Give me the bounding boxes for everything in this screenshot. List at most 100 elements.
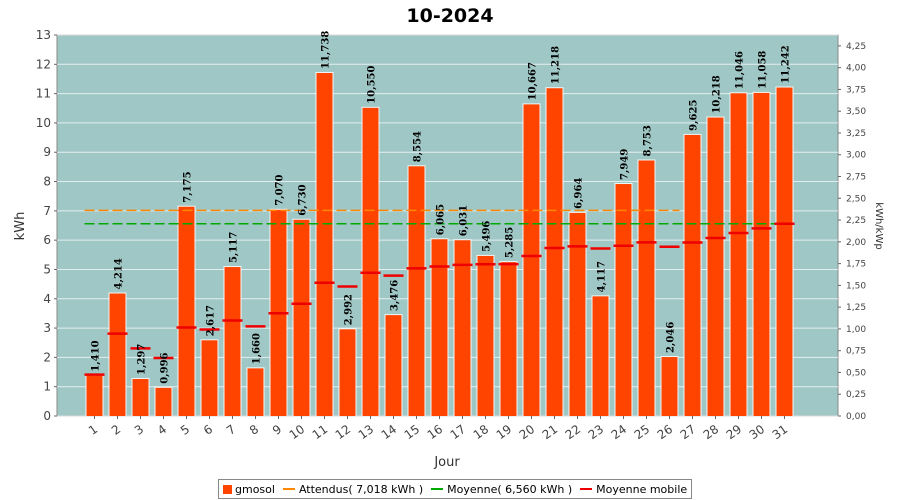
bar bbox=[339, 329, 356, 416]
bar bbox=[408, 166, 425, 416]
y2-tick-label: 1,25 bbox=[846, 303, 866, 313]
x-tick-label: 22 bbox=[563, 422, 584, 442]
bar bbox=[316, 72, 333, 417]
data-label: 2,046 bbox=[666, 322, 677, 353]
bar bbox=[615, 184, 632, 416]
data-label: 8,554 bbox=[413, 131, 424, 162]
y2-tick-label: 0,50 bbox=[846, 368, 866, 378]
y2-axis-ticks: 0,00 0,25 0,50 0,75 1,00 1,25 1,50 1,75 2,00 2,25… bbox=[838, 42, 866, 422]
data-label: 10,218 bbox=[712, 75, 723, 113]
x-tick-label: 3 bbox=[132, 422, 146, 438]
data-label: 6,065 bbox=[436, 204, 447, 235]
data-label: 7,070 bbox=[275, 174, 286, 205]
y2-tick-label: 4,00 bbox=[846, 64, 866, 74]
bar bbox=[224, 267, 241, 416]
data-label: 10,667 bbox=[528, 62, 539, 100]
data-label: 6,031 bbox=[459, 205, 470, 236]
bar bbox=[132, 378, 149, 416]
bar bbox=[523, 104, 540, 416]
bar bbox=[109, 293, 126, 416]
bar bbox=[569, 212, 586, 416]
bar bbox=[546, 88, 563, 416]
legend-item-gmosol: gmosol bbox=[223, 483, 275, 496]
x-tick-label: 14 bbox=[379, 422, 400, 442]
y2-tick-label: 3,25 bbox=[846, 129, 866, 139]
bar bbox=[86, 375, 103, 416]
y-tick-label: 7 bbox=[43, 204, 51, 218]
x-tick-label: 18 bbox=[471, 422, 492, 442]
bar bbox=[592, 296, 609, 416]
legend: gmosol Attendus( 7,018 kWh ) Moyenne( 6,… bbox=[218, 479, 693, 499]
x-tick-label: 23 bbox=[586, 422, 607, 442]
x-tick-label: 17 bbox=[448, 422, 469, 442]
x-tick-label: 24 bbox=[609, 422, 630, 442]
y-tick-label: 13 bbox=[36, 28, 51, 42]
data-label: 6,964 bbox=[574, 178, 585, 209]
bar bbox=[684, 134, 701, 417]
y2-tick-label: 3,75 bbox=[846, 85, 866, 95]
legend-label-moyenne-mobile: Moyenne mobile bbox=[596, 482, 688, 496]
data-label: 6,730 bbox=[298, 184, 309, 215]
legend-item-attendus: Attendus( 7,018 kWh ) bbox=[282, 483, 423, 496]
bar bbox=[661, 357, 678, 416]
data-label: 4,214 bbox=[114, 258, 125, 289]
data-labels: 1,410 4,214 1,297 0,996 7,175 2,617 5,117 1,660… bbox=[91, 31, 792, 384]
bar bbox=[293, 219, 310, 416]
y-tick-label: 4 bbox=[43, 292, 51, 306]
legend-swatch-moyenne-mobile bbox=[580, 488, 593, 490]
data-label: 7,949 bbox=[620, 149, 631, 180]
x-tick-label: 9 bbox=[270, 422, 284, 438]
data-label: 1,660 bbox=[252, 333, 263, 364]
y2-tick-label: 1,00 bbox=[846, 325, 866, 335]
y-tick-label: 12 bbox=[36, 57, 51, 71]
bar bbox=[201, 340, 218, 416]
bar bbox=[638, 160, 655, 416]
x-axis-ticks: 1 2 3 4 5 6 7 8 9 10 11 12 13 14 15 16 17 18 19 20 21 22 23 24 2… bbox=[86, 416, 790, 442]
data-label: 7,175 bbox=[183, 171, 194, 202]
bar bbox=[730, 93, 747, 417]
data-label: 1,297 bbox=[137, 344, 148, 375]
x-tick-label: 1 bbox=[86, 422, 100, 438]
y-tick-label: 9 bbox=[43, 145, 51, 159]
y2-tick-label: 0,25 bbox=[846, 390, 866, 400]
data-label: 2,992 bbox=[344, 294, 355, 325]
data-label: 11,046 bbox=[735, 51, 746, 89]
data-label: 11,218 bbox=[551, 46, 562, 84]
x-tick-label: 21 bbox=[540, 422, 561, 442]
data-label: 1,410 bbox=[91, 340, 102, 371]
bar bbox=[776, 87, 793, 417]
y-tick-label: 10 bbox=[36, 116, 51, 130]
x-tick-label: 13 bbox=[356, 422, 377, 442]
legend-label-gmosol: gmosol bbox=[235, 482, 275, 496]
x-tick-label: 6 bbox=[201, 422, 215, 438]
legend-item-moyenne: Moyenne( 6,560 kWh ) bbox=[431, 483, 572, 496]
x-tick-label: 5 bbox=[178, 422, 192, 438]
y-tick-label: 0 bbox=[43, 409, 51, 423]
x-tick-label: 7 bbox=[224, 422, 238, 438]
data-label: 0,996 bbox=[160, 352, 171, 383]
y2-tick-label: 3,00 bbox=[846, 151, 866, 161]
bar bbox=[454, 240, 471, 416]
x-tick-label: 12 bbox=[333, 422, 354, 442]
y-axis-label: kWh bbox=[13, 212, 28, 241]
data-label: 11,738 bbox=[321, 31, 332, 69]
bar bbox=[385, 315, 402, 416]
x-tick-label: 19 bbox=[494, 422, 515, 442]
x-tick-label: 28 bbox=[701, 422, 722, 442]
data-label: 8,753 bbox=[643, 125, 654, 156]
x-tick-label: 8 bbox=[247, 422, 261, 438]
data-label: 5,285 bbox=[505, 227, 516, 258]
data-label: 4,117 bbox=[597, 261, 608, 292]
y2-tick-label: 1,75 bbox=[846, 260, 866, 270]
y-tick-label: 2 bbox=[43, 350, 51, 364]
legend-label-moyenne: Moyenne( 6,560 kWh ) bbox=[447, 482, 573, 496]
reference-lines bbox=[84, 209, 795, 225]
bar bbox=[753, 92, 770, 417]
y2-tick-label: 0,00 bbox=[846, 412, 866, 422]
y-tick-label: 5 bbox=[43, 262, 51, 276]
x-tick-label: 16 bbox=[425, 422, 446, 442]
x-tick-label: 15 bbox=[402, 422, 423, 442]
bar bbox=[431, 239, 448, 416]
data-label: 9,625 bbox=[689, 100, 700, 131]
